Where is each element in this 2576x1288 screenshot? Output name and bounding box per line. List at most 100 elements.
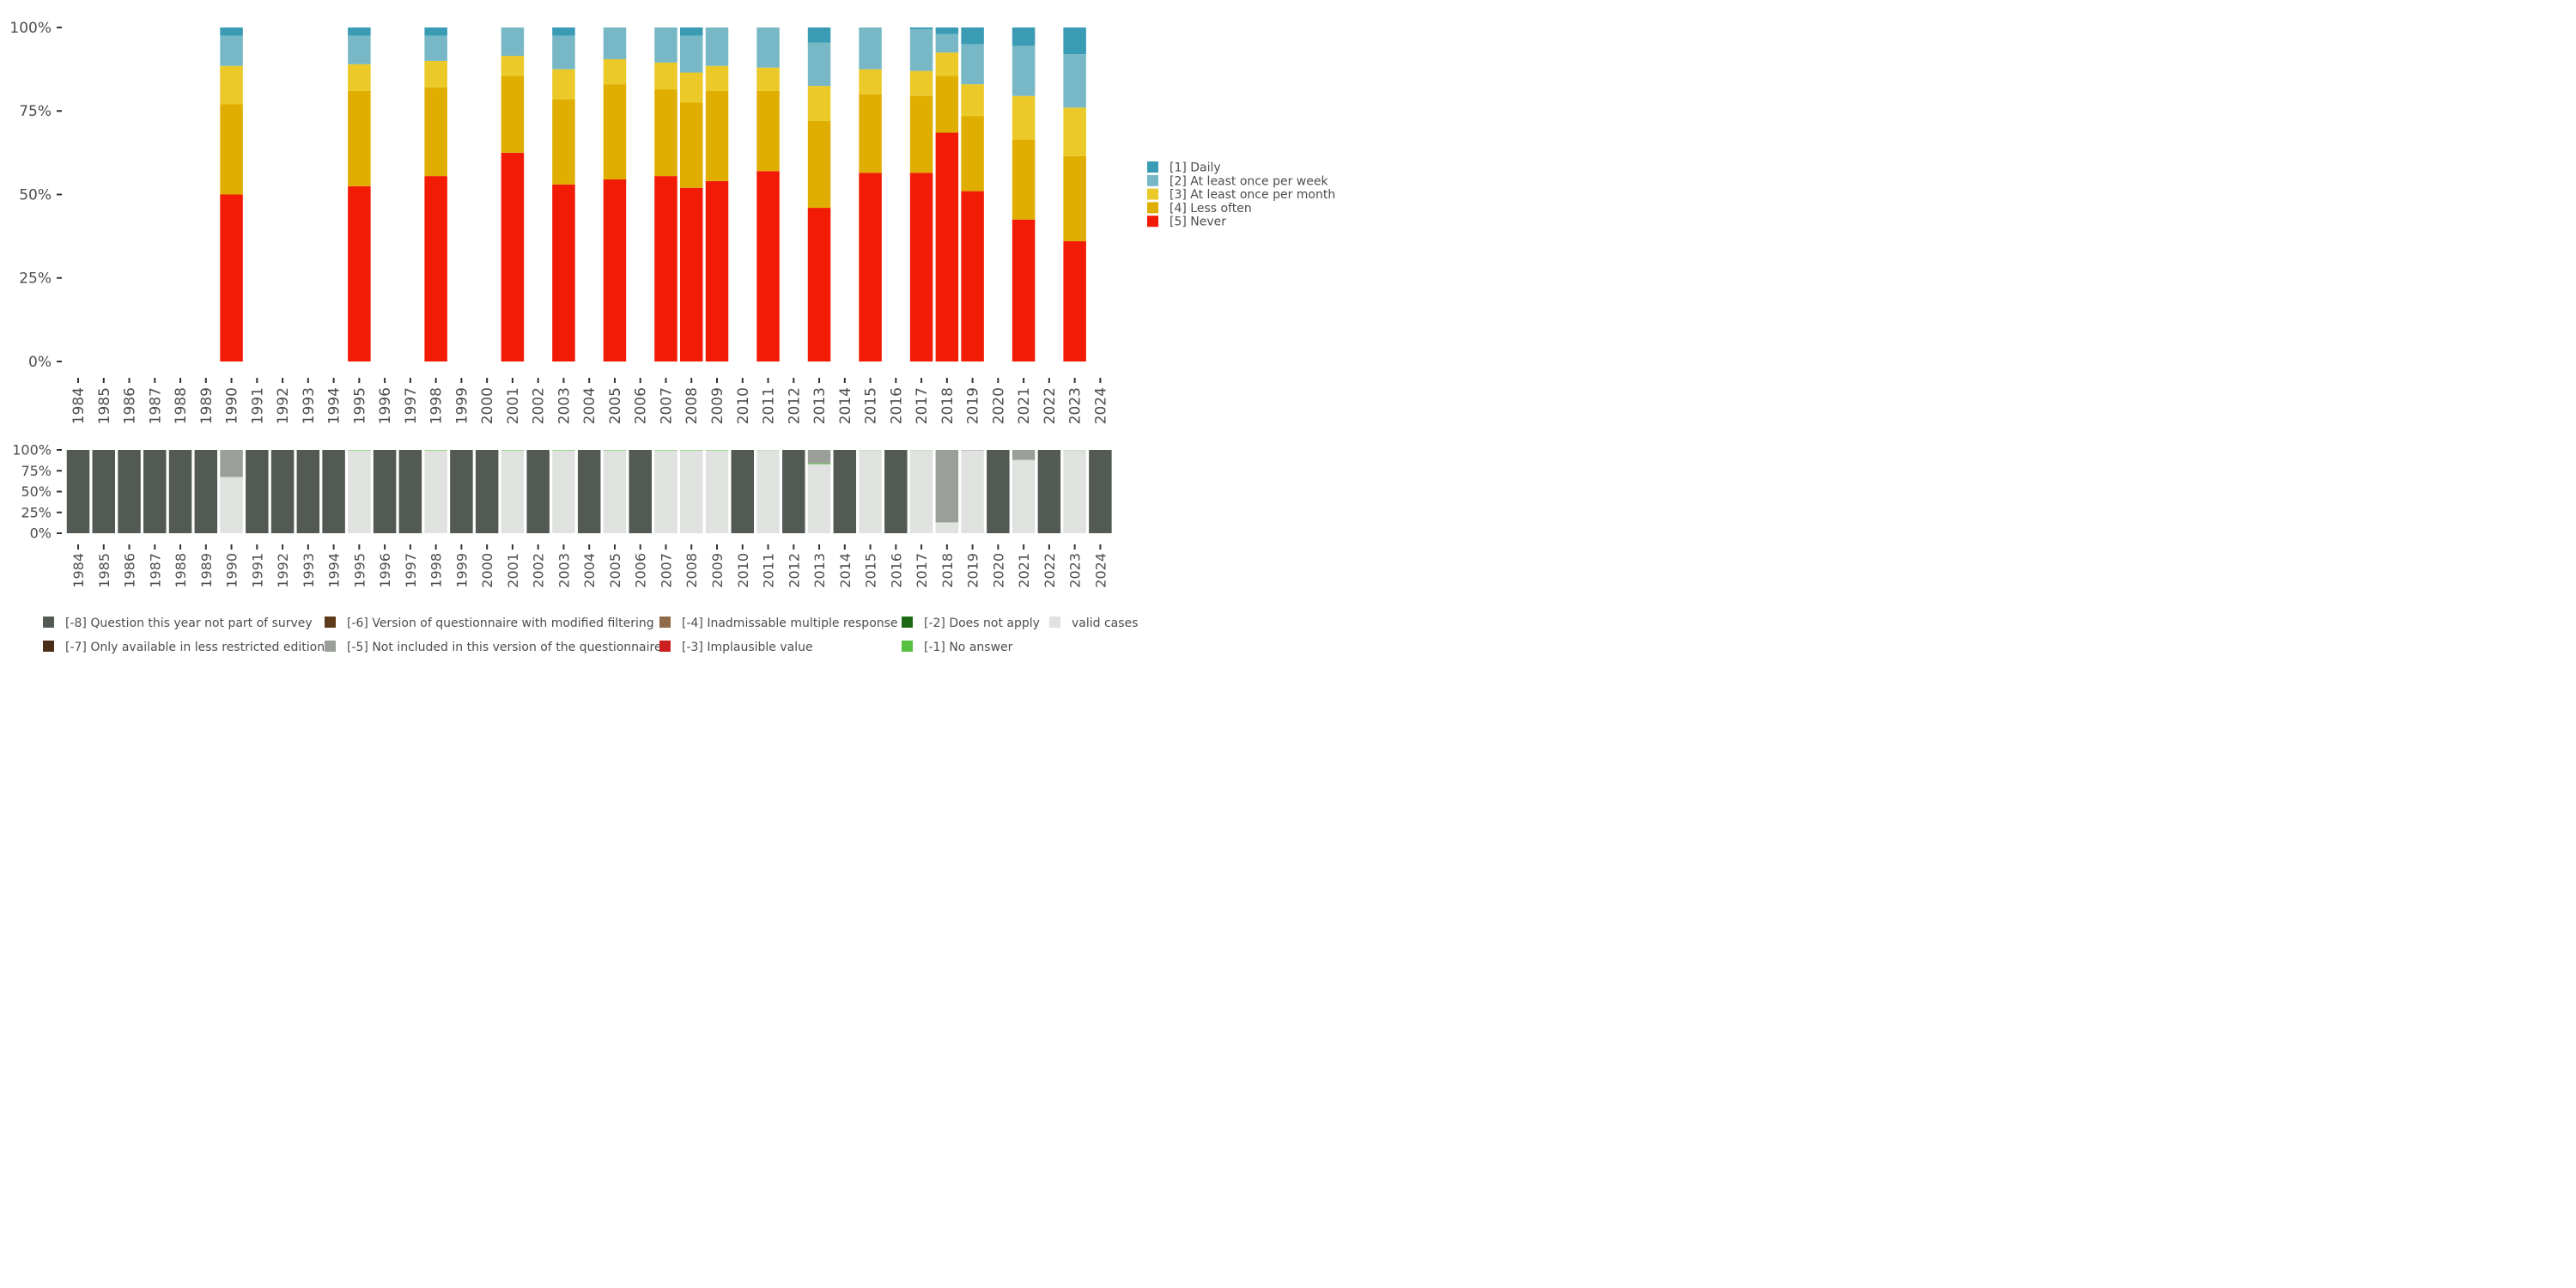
x-tick-label-2009: 2009: [709, 553, 726, 588]
bar-segment-3-at-least-once-per-month-2008: [679, 72, 703, 103]
x-tick-label-2022: 2022: [1042, 553, 1058, 588]
legend-label-3-at-least-once-per-month: [3] At least once per month: [1170, 188, 1335, 202]
bar-segment-2-at-least-once-per-week-2023: [1063, 54, 1086, 108]
charts-figure: 0% 25% 50% 75% 100% 1984 1985 1986 1987 1988 1989 1…: [9, 20, 1335, 654]
bar-segment-5-never-2013: [807, 208, 831, 361]
x-tick-label-2023: 2023: [1067, 387, 1084, 424]
bar-segment-1-daily-1995: [348, 27, 371, 36]
bar-segment-2-at-least-once-per-week-2013: [807, 42, 831, 87]
x-tick-label-1992: 1992: [275, 387, 292, 424]
top-response-chart: 0% 25% 50% 75% 100% 1984 1985 1986 1987 1988 1989 1…: [9, 20, 1109, 424]
bar-segment-1-daily-2008: [679, 27, 703, 36]
bar-segment-4-less-often-2011: [756, 90, 780, 172]
x-tick-label-1992: 1992: [275, 553, 291, 588]
bar-segment-5-never-2007: [654, 176, 677, 361]
bar-segment-8-question-this-year-not-part-of-survey-2016: [884, 450, 908, 533]
bar-segment-3-at-least-once-per-month-2011: [756, 67, 780, 91]
bar-segment-5-never-2009: [705, 180, 729, 361]
legend-swatch-3-at-least-once-per-month: [1147, 188, 1158, 200]
x-tick-label-1986: 1986: [122, 387, 139, 424]
x-tick-label-1987: 1987: [147, 553, 163, 588]
x-tick-label-2000: 2000: [479, 553, 495, 588]
bar-segment-2-at-least-once-per-week-2021: [1012, 46, 1036, 96]
x-tick-label-2008: 2008: [683, 553, 700, 588]
x-tick-label-2011: 2011: [761, 553, 777, 588]
bar-segment-3-at-least-once-per-month-1990: [220, 65, 243, 105]
bar-segment-4-less-often-1998: [424, 88, 447, 177]
x-tick-label-2000: 2000: [479, 387, 496, 424]
x-tick-label-2002: 2002: [531, 387, 548, 424]
legend-swatch-valid-cases: [1049, 617, 1060, 628]
x-tick-label-1999: 1999: [453, 387, 471, 424]
x-tick-label-2013: 2013: [811, 553, 828, 588]
bar-segment-8-question-this-year-not-part-of-survey-2014: [833, 450, 857, 533]
legend-label-2-does-not-apply: [-2] Does not apply: [924, 617, 1040, 630]
bar-segment-valid-cases-2015: [859, 450, 882, 533]
bar-segment-4-less-often-2021: [1012, 139, 1036, 220]
bar-segment-8-question-this-year-not-part-of-survey-2010: [731, 450, 755, 533]
bar-segment-valid-cases-2005: [603, 450, 627, 533]
bar-segment-1-daily-2018: [935, 27, 959, 34]
bar-segment-3-at-least-once-per-month-1998: [424, 60, 447, 88]
bar-segment-8-question-this-year-not-part-of-survey-1993: [296, 450, 320, 533]
bar-segment-2-at-least-once-per-week-2019: [961, 44, 984, 85]
bar-segment-valid-cases-2017: [909, 450, 933, 533]
bar-segment-2-at-least-once-per-week-2017: [909, 28, 933, 71]
bar-segment-3-at-least-once-per-month-2001: [501, 56, 525, 76]
legend-swatch-5-not-included-in-this-version-of-the-questionnaire: [325, 641, 336, 652]
legend-label-1-no-answer: [-1] No answer: [924, 641, 1013, 654]
x-tick-label-1993: 1993: [301, 553, 317, 588]
bar-segment-8-question-this-year-not-part-of-survey-1999: [450, 450, 473, 533]
legend-swatch-2-does-not-apply: [902, 617, 913, 628]
x-tick-label-2002: 2002: [531, 553, 547, 588]
x-tick-label-1988: 1988: [173, 387, 190, 424]
bar-segment-4-less-often-2009: [705, 90, 729, 181]
x-tick-label-1996: 1996: [377, 387, 394, 424]
bar-segment-4-less-often-2001: [501, 76, 525, 153]
bar-segment-8-question-this-year-not-part-of-survey-1985: [92, 450, 116, 533]
y-tick-label: 25%: [19, 270, 52, 288]
bar-segment-5-never-2001: [501, 152, 525, 361]
legend-label-5-not-included-in-this-version-of-the-questionnaire: [-5] Not included in this version of the…: [347, 641, 662, 654]
x-tick-label-2001: 2001: [505, 387, 522, 424]
legend-swatch-2-at-least-once-per-week: [1147, 174, 1158, 186]
legend-swatch-3-implausible-value: [659, 641, 671, 652]
bar-segment-3-at-least-once-per-month-2015: [859, 69, 882, 94]
x-tick-label-1998: 1998: [428, 387, 446, 424]
bar-segment-3-at-least-once-per-month-2005: [603, 58, 627, 85]
bar-segment-2-at-least-once-per-week-1990: [220, 35, 243, 66]
x-tick-label-2020: 2020: [990, 387, 1007, 424]
bar-segment-8-question-this-year-not-part-of-survey-2004: [577, 450, 601, 533]
legend-swatch-7-only-available-in-less-restricted-edition: [43, 641, 54, 652]
bar-segment-4-less-often-2008: [679, 102, 703, 188]
bar-segment-4-less-often-2003: [552, 99, 575, 185]
bar-segment-8-question-this-year-not-part-of-survey-2020: [987, 450, 1010, 533]
x-tick-label-1991: 1991: [249, 553, 265, 588]
x-tick-label-2013: 2013: [811, 387, 829, 424]
legend-label-2-at-least-once-per-week: [2] At least once per week: [1170, 174, 1328, 188]
bar-segment-2-at-least-once-per-week-1998: [424, 35, 447, 61]
bar-segment-5-never-1998: [424, 176, 447, 361]
bar-segment-3-at-least-once-per-month-2023: [1063, 107, 1086, 156]
bar-segment-valid-cases-2001: [501, 450, 525, 533]
x-tick-label-1985: 1985: [96, 553, 112, 588]
x-tick-label-2014: 2014: [837, 387, 854, 424]
x-tick-label-2021: 2021: [1016, 387, 1033, 424]
bar-segment-5-never-2019: [961, 191, 984, 361]
legend-swatch-1-no-answer: [902, 641, 913, 652]
bar-segment-4-less-often-2015: [859, 94, 882, 173]
x-tick-label-2004: 2004: [581, 553, 598, 588]
bar-segment-4-less-often-2017: [909, 95, 933, 173]
legend-swatch-1-daily: [1147, 161, 1158, 173]
bar-segment-8-question-this-year-not-part-of-survey-2000: [475, 450, 499, 533]
x-tick-label-2001: 2001: [505, 553, 521, 588]
x-tick-label-1986: 1986: [122, 553, 138, 588]
x-tick-label-1996: 1996: [377, 553, 393, 588]
bar-segment-8-question-this-year-not-part-of-survey-2012: [782, 450, 805, 533]
bar-segment-valid-cases-2007: [654, 450, 677, 533]
x-tick-label-2016: 2016: [888, 387, 905, 424]
x-tick-label-2017: 2017: [914, 387, 931, 424]
bar-segment-3-at-least-once-per-month-2017: [909, 70, 933, 96]
y-tick-label: 75%: [21, 463, 52, 479]
x-tick-label-1997: 1997: [403, 553, 419, 588]
